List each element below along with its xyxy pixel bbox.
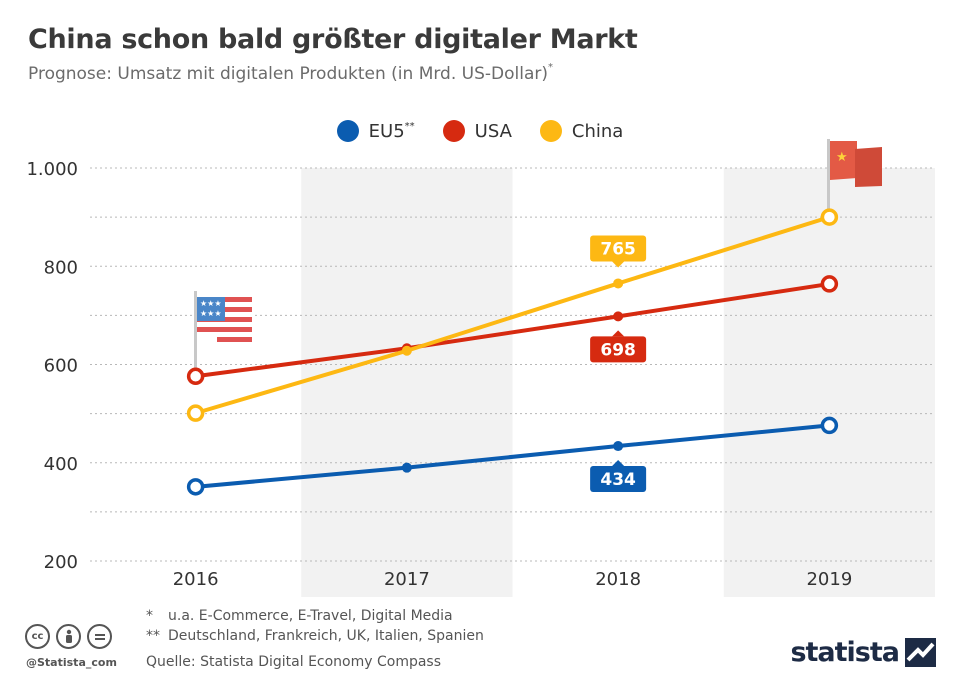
- callout-pointer-china: [612, 261, 625, 268]
- china-flag-icon: ★: [827, 139, 882, 215]
- x-axis-labels: 2016 2017 2018 2019: [173, 569, 853, 590]
- statista-handle[interactable]: @Statista_com: [26, 656, 117, 669]
- data-point-eu5-2016: [186, 478, 205, 496]
- data-series: [186, 208, 839, 496]
- data-point-china-2016: [186, 404, 205, 422]
- callout-pointer-usa: [612, 330, 625, 337]
- legend-label-china: China: [571, 120, 624, 142]
- data-point-usa-2016: [186, 367, 205, 386]
- statista-logo[interactable]: statista: [790, 637, 936, 668]
- data-point-china-2017: [401, 345, 412, 356]
- series-line-china: [195, 215, 830, 416]
- y-tick-label: 600: [44, 356, 78, 377]
- footnote-2-mark: **: [146, 628, 160, 644]
- source-note: Quelle: Statista Digital Economy Compass: [146, 654, 442, 670]
- callout-box-usa: [590, 336, 647, 363]
- license-icons[interactable]: cc: [25, 624, 112, 649]
- series-line-usa: [195, 281, 830, 379]
- legend-dot-usa: [442, 120, 465, 142]
- y-tick-label: 1.000: [26, 159, 78, 180]
- x-tick-label: 2018: [595, 569, 641, 590]
- data-label-usa-2018: 698: [600, 340, 636, 360]
- y-tick-label: 200: [44, 552, 78, 573]
- column-band-2017: [301, 168, 513, 597]
- series-line-eu5: [195, 423, 830, 489]
- legend-item-eu5: EU5**: [336, 120, 415, 142]
- column-band-2019: [723, 168, 935, 597]
- callout-usa-2018: 698: [590, 330, 647, 363]
- by-icon: [56, 624, 81, 649]
- callout-box-china: [590, 235, 647, 262]
- legend: EU5** USA China: [0, 116, 960, 146]
- data-point-usa-2019: [820, 275, 839, 293]
- cc-icon: cc: [25, 624, 50, 649]
- data-point-eu5-2018: [613, 441, 624, 452]
- legend-label-eu5: EU5**: [369, 121, 415, 142]
- x-tick-label: 2019: [806, 569, 852, 590]
- subtitle-footnote-mark: *: [548, 62, 553, 73]
- data-point-eu5-2017: [401, 462, 412, 473]
- data-label-china-2018: 765: [600, 239, 636, 259]
- footnotes: * u.a. E-Commerce, E-Travel, Digital Medi…: [146, 606, 484, 672]
- footnote-2: ** Deutschland, Frankreich, UK, Italien, …: [146, 626, 484, 646]
- data-point-china-2018: [613, 278, 624, 289]
- data-point-usa-2018: [613, 311, 624, 322]
- svg-text:★: ★: [836, 150, 848, 165]
- legend-item-china: China: [539, 120, 624, 142]
- data-point-china-2019: [820, 208, 839, 226]
- y-tick-label: 400: [44, 454, 78, 475]
- y-axis-labels: 200 400 600 800 1.000: [26, 159, 78, 573]
- footnote-1-mark: *: [146, 608, 153, 624]
- nd-icon: [87, 624, 112, 649]
- footnote-1-text: u.a. E-Commerce, E-Travel, Digital Media: [168, 608, 453, 624]
- legend-label-eu5-text: EU5: [368, 120, 405, 142]
- callout-china-2018: 765: [590, 235, 647, 268]
- svg-text:★★★: ★★★: [200, 309, 222, 318]
- statista-logo-text: statista: [790, 637, 900, 668]
- statista-logo-icon: [905, 638, 936, 667]
- footnote-1: * u.a. E-Commerce, E-Travel, Digital Medi…: [146, 606, 484, 626]
- callout-pointer-eu5: [612, 460, 625, 467]
- subtitle-text: Prognose: Umsatz mit digitalen Produkten…: [28, 64, 548, 84]
- chart-title: China schon bald größter digitaler Markt: [28, 24, 638, 55]
- chart-subtitle: Prognose: Umsatz mit digitalen Produkten…: [28, 62, 553, 84]
- callout-eu5-2018: 434: [590, 460, 647, 493]
- svg-text:★★★: ★★★: [200, 299, 222, 308]
- column-bands: [301, 168, 935, 597]
- y-tick-label: 800: [44, 257, 78, 278]
- callout-box-eu5: [590, 466, 647, 493]
- footnote-2-text: Deutschland, Frankreich, UK, Italien, Sp…: [168, 628, 484, 644]
- data-callouts: 434 698 765: [590, 235, 647, 493]
- legend-dot-eu5: [336, 120, 359, 142]
- x-tick-label: 2017: [384, 569, 430, 590]
- data-point-eu5-2019: [820, 416, 839, 435]
- data-label-eu5-2018: 434: [600, 470, 636, 490]
- legend-label-usa: USA: [474, 120, 512, 142]
- legend-item-usa: USA: [442, 120, 512, 142]
- usa-flag-icon: ★★★ ★★★: [194, 291, 252, 371]
- legend-dot-china: [539, 120, 562, 142]
- x-tick-label: 2016: [173, 569, 219, 590]
- legend-label-eu5-sup: **: [404, 120, 415, 132]
